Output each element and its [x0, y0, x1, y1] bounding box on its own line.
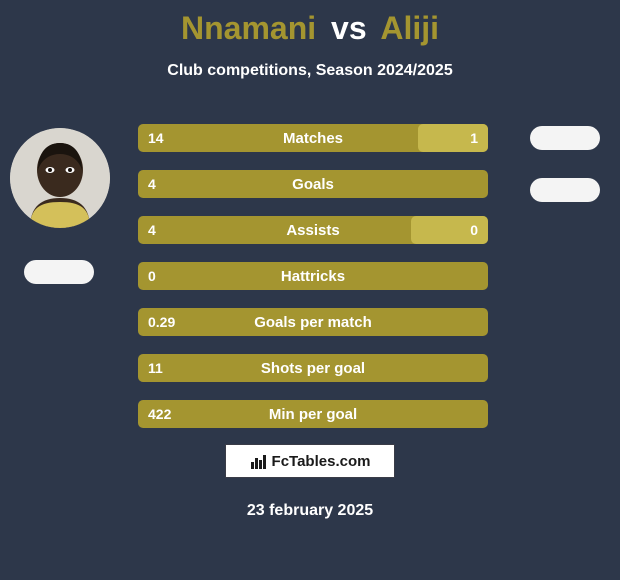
title: Nnamani vs Aliji — [0, 10, 620, 47]
stat-value-left: 4 — [138, 216, 166, 244]
stat-value-left: 0 — [138, 262, 166, 290]
logo-badge: FcTables.com — [225, 444, 395, 478]
stat-row: Goals per match0.29 — [138, 308, 488, 336]
stat-value-left: 4 — [138, 170, 166, 198]
logo-text: FcTables.com — [272, 453, 371, 470]
stat-row: Hattricks0 — [138, 262, 488, 290]
stat-label: Min per goal — [138, 400, 488, 428]
title-player2: Aliji — [380, 10, 439, 46]
stat-label: Goals — [138, 170, 488, 198]
stat-value-right: 1 — [460, 124, 488, 152]
stat-value-left: 14 — [138, 124, 174, 152]
stat-label: Matches — [138, 124, 488, 152]
avatar-player1 — [10, 128, 110, 228]
date-text: 23 february 2025 — [0, 502, 620, 520]
stat-bars: Matches141Goals4Assists40Hattricks0Goals… — [138, 124, 488, 446]
stat-label: Goals per match — [138, 308, 488, 336]
stat-label: Assists — [138, 216, 488, 244]
stat-label: Hattricks — [138, 262, 488, 290]
subtitle: Club competitions, Season 2024/2025 — [0, 62, 620, 80]
stat-value-left: 11 — [138, 354, 173, 382]
flag-player2a — [530, 126, 600, 150]
stat-label: Shots per goal — [138, 354, 488, 382]
stat-value-right: 0 — [460, 216, 488, 244]
stat-value-left: 0.29 — [138, 308, 185, 336]
stat-row: Goals4 — [138, 170, 488, 198]
stat-row: Shots per goal11 — [138, 354, 488, 382]
stat-row: Assists4 0 — [138, 216, 488, 244]
flag-player2b — [530, 178, 600, 202]
chart-icon — [250, 452, 268, 470]
title-vs: vs — [325, 10, 373, 46]
stat-value-left: 422 — [138, 400, 181, 428]
title-player1: Nnamani — [181, 10, 316, 46]
comparison-card: Nnamani vs Aliji Club competitions, Seas… — [0, 0, 620, 580]
stat-row: Matches14 1 — [138, 124, 488, 152]
flag-player1 — [24, 260, 94, 284]
avatar-player1-svg — [10, 128, 110, 228]
stat-row: Min per goal422 — [138, 400, 488, 428]
